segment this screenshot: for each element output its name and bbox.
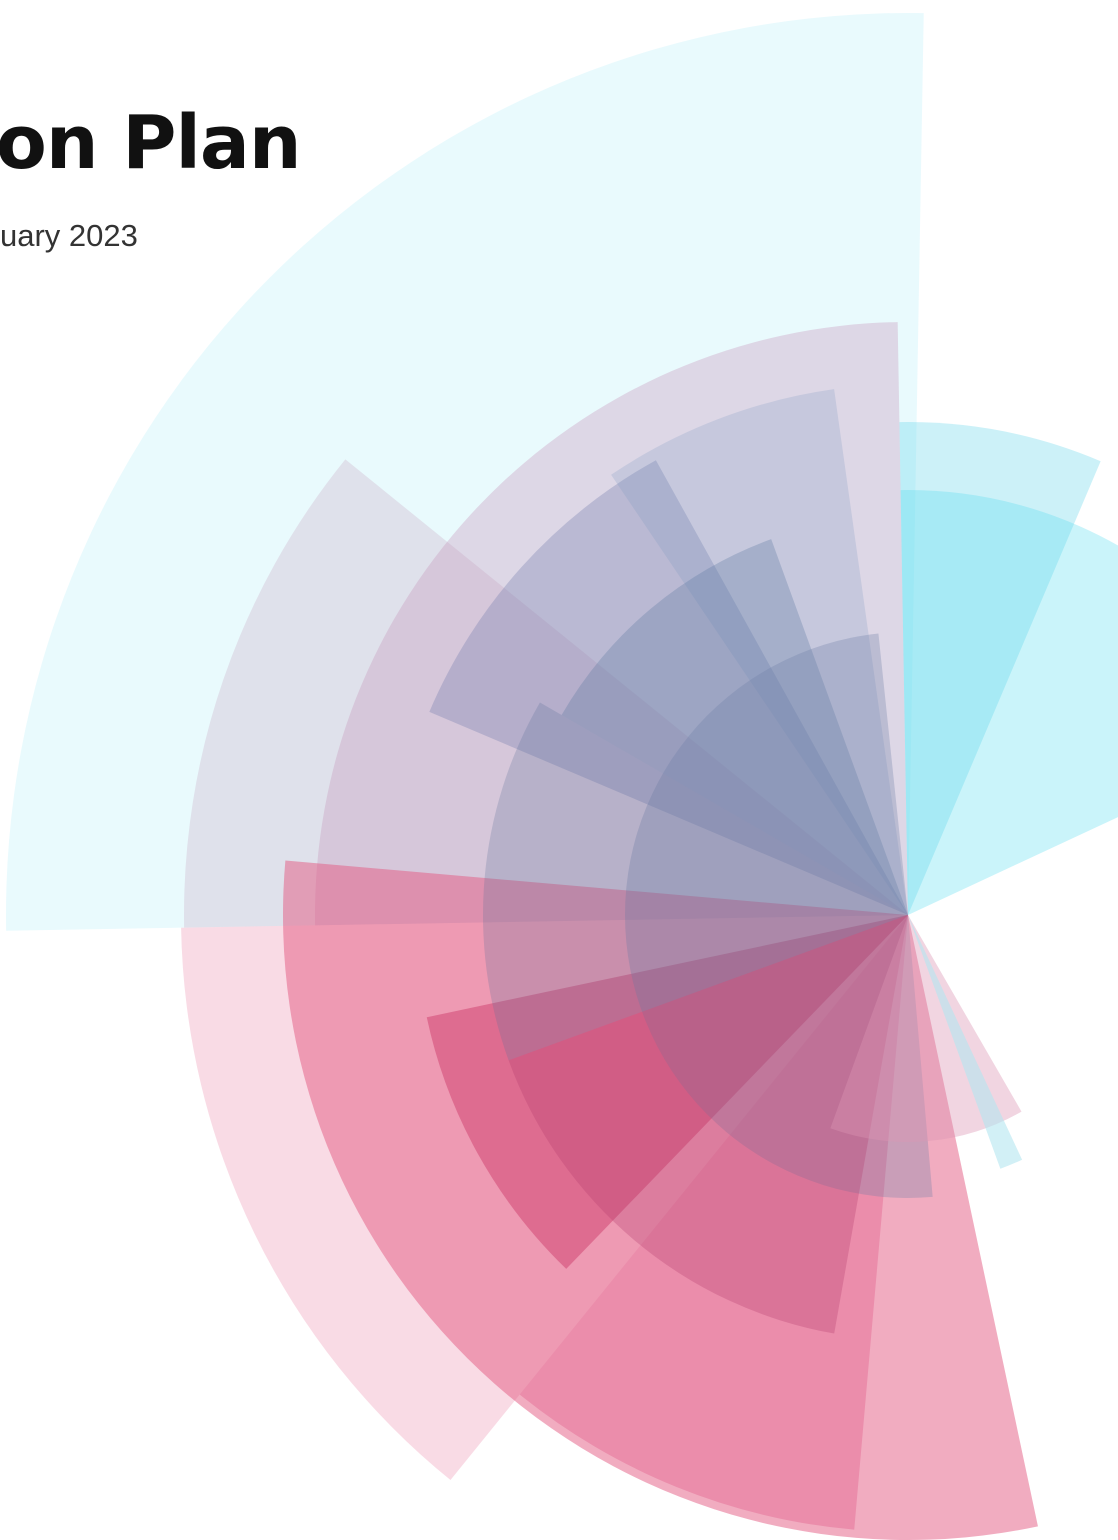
document-date: uary 2023 — [0, 218, 138, 254]
document-title: on Plan — [0, 100, 301, 186]
wedge — [901, 490, 1118, 915]
page: {"header": {"title": "on Plan", "subtitl… — [0, 0, 1118, 1540]
decorative-wedges — [0, 0, 1118, 1540]
